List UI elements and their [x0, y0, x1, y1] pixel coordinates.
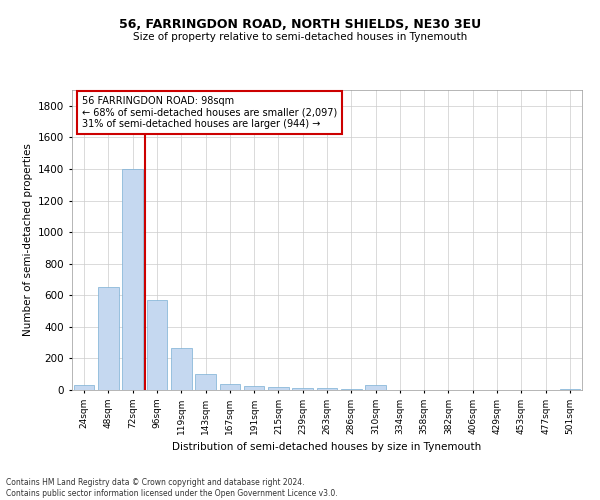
- Bar: [244, 386, 265, 390]
- Bar: [365, 386, 386, 390]
- Text: Size of property relative to semi-detached houses in Tynemouth: Size of property relative to semi-detach…: [133, 32, 467, 42]
- Bar: [171, 348, 191, 390]
- Bar: [195, 374, 216, 390]
- Text: 56, FARRINGDON ROAD, NORTH SHIELDS, NE30 3EU: 56, FARRINGDON ROAD, NORTH SHIELDS, NE30…: [119, 18, 481, 30]
- Bar: [292, 388, 313, 390]
- Bar: [268, 387, 289, 390]
- X-axis label: Distribution of semi-detached houses by size in Tynemouth: Distribution of semi-detached houses by …: [172, 442, 482, 452]
- Bar: [341, 389, 362, 390]
- Bar: [98, 288, 119, 390]
- Bar: [220, 384, 240, 390]
- Text: 56 FARRINGDON ROAD: 98sqm
← 68% of semi-detached houses are smaller (2,097)
31% : 56 FARRINGDON ROAD: 98sqm ← 68% of semi-…: [82, 96, 337, 129]
- Bar: [317, 388, 337, 390]
- Y-axis label: Number of semi-detached properties: Number of semi-detached properties: [23, 144, 32, 336]
- Bar: [74, 386, 94, 390]
- Bar: [560, 389, 580, 390]
- Bar: [122, 169, 143, 390]
- Bar: [146, 300, 167, 390]
- Text: Contains HM Land Registry data © Crown copyright and database right 2024.
Contai: Contains HM Land Registry data © Crown c…: [6, 478, 338, 498]
